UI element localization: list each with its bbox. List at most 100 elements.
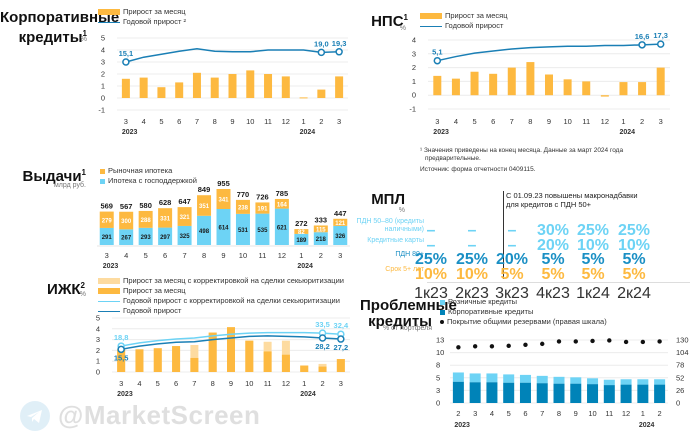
bar-corporate	[587, 384, 599, 403]
total-label: 785	[276, 189, 289, 198]
legend-item: Корпоративные кредиты	[440, 307, 607, 317]
x-tick-label: 3	[105, 251, 109, 260]
bar-corporate	[553, 383, 565, 403]
y2-tick-label: 52	[676, 373, 684, 382]
nps-unit: %	[399, 25, 406, 32]
x-tick-label: 12	[282, 117, 290, 126]
coverage-dot	[456, 345, 461, 350]
mpl-note: С 01.09.23 повышены макронадбавки для кр…	[506, 191, 638, 209]
x-tick-label: 2	[320, 379, 324, 388]
coverage-dot	[573, 339, 578, 344]
bar-market-mortgage	[294, 229, 309, 234]
bar-retail	[486, 373, 498, 383]
mpl-title: МПЛ	[371, 191, 405, 208]
line-marker	[117, 345, 125, 354]
bar	[582, 81, 591, 96]
y-tick-label: 0	[101, 94, 105, 103]
nps-title-text: НПС	[371, 13, 404, 30]
x-tick-label: 1	[301, 117, 305, 126]
x-tick-label: 3	[124, 117, 128, 126]
bar-gov-mortgage	[158, 227, 173, 245]
total-label: 333	[315, 215, 328, 224]
mpl-row-label: ПДН 80+	[395, 251, 424, 258]
x-tick-label: 6	[491, 117, 495, 126]
bar	[210, 77, 219, 98]
y-tick-label: 4	[412, 36, 416, 45]
series-line	[121, 335, 341, 351]
legend-line-lightblue	[98, 300, 120, 302]
year-label: 2023	[103, 263, 119, 270]
nps-title: НПС1	[370, 10, 408, 30]
mpl-cell: –	[467, 222, 477, 239]
legend-line-blue	[98, 21, 120, 23]
bar	[656, 67, 665, 96]
line-marker	[656, 40, 665, 48]
segment-label: 267	[121, 236, 132, 242]
mpl-cell: –	[507, 222, 517, 239]
x-tick-label: 1	[641, 409, 645, 418]
problem-unit: % от портфеля	[383, 325, 432, 332]
y-tick-label: 0	[96, 368, 100, 377]
mpl-cell: –	[426, 222, 436, 239]
legend-label: Покрытие общими резервами (правая шкала)	[447, 317, 607, 326]
bar	[121, 78, 130, 98]
x-tick-label: 5	[472, 117, 476, 126]
legend-label: Рыночная ипотека	[108, 166, 173, 175]
x-tick-label: 10	[239, 251, 247, 260]
x-tick-label: 11	[264, 117, 272, 126]
y-tick-label: 5	[101, 34, 105, 43]
mpl-cell: –	[467, 237, 477, 254]
footnote-source: Источник: форма отчетности 0409115.	[420, 166, 536, 173]
x-tick-label: 8	[557, 409, 561, 418]
legend-line-blue	[98, 310, 120, 312]
total-label: 628	[159, 198, 172, 207]
legend-item: Годовой прирост	[420, 21, 508, 31]
mpl-cell: 5%	[622, 251, 646, 268]
coverage-dot	[640, 339, 646, 345]
x-tick-label: 3	[473, 409, 477, 418]
data-label: 27,2	[334, 343, 349, 352]
mpl-cell: 25%	[617, 222, 651, 239]
segment-label: 293	[141, 235, 152, 241]
bar-gov-mortgage	[99, 227, 114, 245]
mpl-unit: %	[398, 207, 405, 214]
year-label: 2024	[300, 129, 316, 136]
telegram-icon	[20, 400, 50, 431]
data-label: 33,5	[315, 320, 330, 329]
mpl-divider	[503, 191, 504, 279]
bar	[190, 357, 199, 372]
corp-title: Корпоративные кредиты1	[0, 10, 119, 46]
mpl-column-header: 2к24	[617, 285, 651, 302]
line-marker	[433, 56, 442, 65]
y-tick-label: 2	[412, 63, 416, 72]
bar	[175, 82, 184, 98]
x-tick-label: 6	[523, 409, 527, 418]
y2-tick-label: 0	[676, 399, 680, 408]
bar	[318, 366, 327, 372]
data-label: 5,1	[432, 48, 442, 57]
x-tick-label: 7	[540, 409, 544, 418]
bar-market-mortgage	[274, 198, 289, 209]
x-tick-label: 1	[302, 379, 306, 388]
x-tick-label: 2	[456, 409, 460, 418]
mpl-cell: 20%	[495, 251, 529, 268]
bar-corporate	[469, 382, 481, 403]
corp-unit: %	[80, 36, 87, 43]
x-tick-label: 7	[510, 117, 514, 126]
x-tick-label: 12	[622, 409, 630, 418]
x-tick-label: 4	[124, 251, 128, 260]
x-tick-label: 4	[490, 409, 494, 418]
y-tick-label: 1	[101, 82, 105, 91]
legend-item: Прирост за месяц с корректировкой на сде…	[98, 276, 344, 286]
bar	[638, 82, 647, 96]
mpl-cell: 10%	[576, 237, 610, 254]
izhk-title-text: ИЖК	[47, 281, 81, 298]
bar-market-mortgage	[158, 208, 173, 228]
bar-gov-mortgage	[197, 215, 212, 245]
legend-label: Розничные кредиты	[448, 297, 518, 306]
bar	[208, 332, 217, 372]
mpl-cell: 10%	[414, 266, 448, 283]
x-tick-label: 10	[563, 117, 571, 126]
